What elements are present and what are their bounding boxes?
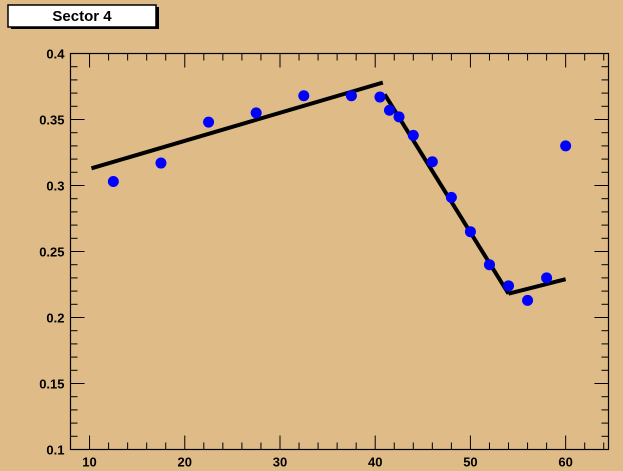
data-point — [107, 176, 119, 188]
y-tick-label: 0.25 — [39, 245, 64, 260]
data-point — [445, 191, 457, 203]
x-tick-label: 30 — [273, 455, 287, 470]
x-tick-label: 40 — [368, 455, 382, 470]
x-tick-label: 60 — [558, 455, 572, 470]
y-tick-label: 0.15 — [39, 377, 64, 392]
chart-title-box: Sector 4 — [7, 4, 159, 29]
data-point — [503, 280, 515, 292]
data-point — [426, 156, 438, 168]
x-tick-label: 50 — [463, 455, 477, 470]
data-point — [345, 90, 357, 102]
data-point — [393, 111, 405, 123]
y-axis-tick-labels: 0.1 0.15 0.2 0.25 0.3 0.35 0.4 — [39, 47, 65, 458]
data-point — [560, 140, 572, 152]
data-point — [407, 129, 419, 141]
chart-title: Sector 4 — [52, 8, 112, 25]
y-tick-label: 0.3 — [46, 179, 64, 194]
data-point — [203, 116, 215, 128]
y-tick-label: 0.35 — [39, 113, 64, 128]
data-point — [250, 107, 262, 119]
data-point — [522, 294, 534, 306]
data-point — [541, 272, 553, 284]
data-point — [383, 104, 395, 116]
data-points — [107, 90, 572, 306]
x-tick-label: 10 — [82, 455, 96, 470]
fit-line — [90, 80, 384, 171]
y-tick-label: 0.1 — [46, 443, 64, 458]
data-point — [155, 157, 167, 169]
y-tick-label: 0.4 — [46, 47, 65, 62]
data-point — [483, 259, 495, 271]
y-tick-label: 0.2 — [46, 311, 64, 326]
x-tick-label: 20 — [178, 455, 192, 470]
x-axis-tick-labels: 10 20 30 40 50 60 — [82, 455, 573, 470]
data-point — [374, 91, 386, 103]
x-axis-ticks — [70, 53, 605, 450]
y-axis-ticks — [70, 53, 609, 450]
data-point — [298, 90, 310, 102]
fit-line — [508, 277, 567, 296]
data-point — [464, 226, 476, 238]
